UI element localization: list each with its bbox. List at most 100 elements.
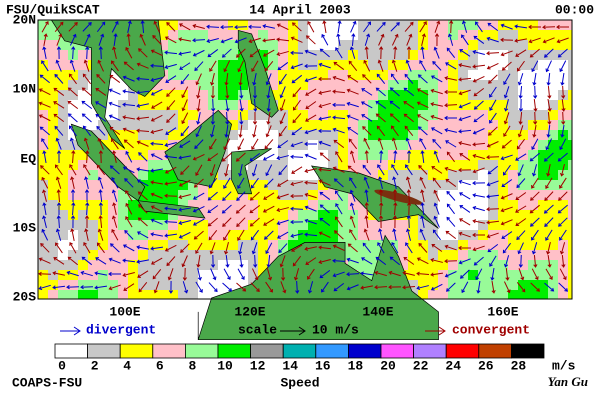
speed-cell	[418, 240, 428, 250]
speed-cell	[568, 140, 572, 150]
wind-arrow	[518, 85, 523, 99]
speed-cell	[78, 280, 88, 290]
speed-cell	[398, 180, 408, 190]
speed-cell	[198, 30, 208, 40]
wind-arrow	[125, 150, 133, 163]
wind-arrow	[224, 124, 229, 138]
wind-arrow	[433, 189, 440, 202]
wind-arrow	[138, 282, 148, 293]
wind-arrow	[111, 215, 118, 228]
speed-cell	[538, 230, 548, 240]
wind-arrow	[136, 103, 149, 108]
wind-arrow	[69, 137, 76, 150]
wind-arrow	[403, 113, 415, 123]
wind-arrow	[264, 178, 274, 188]
wind-arrow	[39, 126, 50, 136]
mountain	[374, 189, 423, 205]
wind-arrow	[66, 285, 80, 290]
wind-arrow	[319, 152, 330, 162]
wind-arrow	[379, 202, 384, 216]
speed-cell	[58, 120, 68, 130]
speed-cell	[568, 250, 572, 260]
speed-cell	[438, 70, 448, 80]
wind-arrow	[38, 271, 52, 276]
speed-cell	[358, 100, 368, 110]
speed-cell	[38, 290, 48, 299]
wind-arrow	[307, 20, 315, 33]
speed-cell	[398, 110, 408, 120]
speed-cell	[388, 80, 398, 90]
wind-arrow	[38, 114, 51, 122]
speed-cell	[498, 80, 508, 90]
speed-cell	[278, 130, 288, 140]
speed-cell	[488, 220, 498, 230]
speed-cell	[568, 30, 572, 40]
speed-cell	[468, 250, 478, 260]
speed-cell	[388, 90, 398, 100]
wind-arrow	[503, 73, 511, 85]
speed-cell	[368, 260, 378, 270]
speed-cell	[508, 280, 518, 290]
speed-cell	[278, 150, 288, 160]
speed-cell	[268, 60, 278, 70]
wind-arrow	[346, 101, 359, 108]
wind-arrow	[319, 270, 331, 279]
wind-arrow	[391, 125, 399, 137]
wind-arrow	[391, 164, 399, 176]
speed-cell	[458, 210, 468, 220]
wind-arrow	[178, 220, 191, 225]
speed-cell	[108, 120, 118, 130]
speed-cell	[478, 50, 488, 60]
speed-cell	[38, 20, 48, 30]
speed-cell	[368, 150, 378, 160]
speed-cell	[298, 200, 308, 210]
speed-cell	[508, 120, 518, 130]
wind-arrow	[181, 86, 189, 99]
speed-cell	[408, 100, 418, 110]
speed-cell	[318, 120, 328, 130]
wind-arrow	[181, 112, 189, 125]
speed-cell	[358, 210, 368, 220]
wind-arrow	[347, 243, 358, 253]
speed-cell	[258, 50, 268, 60]
wind-arrow	[150, 114, 163, 122]
speed-cell	[448, 60, 458, 70]
speed-cell	[48, 80, 58, 90]
wind-arrow	[547, 111, 552, 125]
wind-arrow	[150, 180, 164, 185]
speed-cell	[548, 100, 558, 110]
wind-arrow	[362, 126, 372, 136]
speed-cell	[558, 40, 568, 50]
wind-arrow	[557, 152, 568, 162]
speed-cell	[428, 140, 438, 150]
speed-cell	[348, 120, 358, 130]
wind-arrow	[179, 62, 191, 70]
speed-cell	[488, 290, 498, 299]
wind-arrow	[55, 137, 62, 150]
wind-arrow	[237, 138, 245, 151]
wind-arrow	[489, 255, 497, 267]
speed-cell	[408, 260, 418, 270]
speed-cell	[208, 180, 218, 190]
wind-arrow	[420, 150, 425, 164]
wind-arrow	[181, 255, 188, 268]
wind-arrow	[178, 231, 191, 239]
speed-cell	[298, 30, 308, 40]
speed-cell	[388, 220, 398, 230]
speed-cell	[198, 80, 208, 90]
wind-arrow	[52, 271, 65, 276]
wind-arrow	[85, 202, 90, 216]
speed-cell	[58, 150, 68, 160]
speed-cell	[48, 160, 58, 170]
speed-cell	[388, 20, 398, 30]
wind-arrow	[210, 85, 216, 99]
speed-cell	[258, 140, 268, 150]
speed-cell	[458, 70, 468, 80]
speed-cell	[298, 230, 308, 240]
speed-cell	[68, 260, 78, 270]
wind-arrow	[122, 89, 135, 94]
speed-cell	[328, 60, 338, 70]
speed-cell	[408, 230, 418, 240]
wind-arrow	[41, 138, 49, 150]
wind-arrow	[473, 87, 485, 97]
